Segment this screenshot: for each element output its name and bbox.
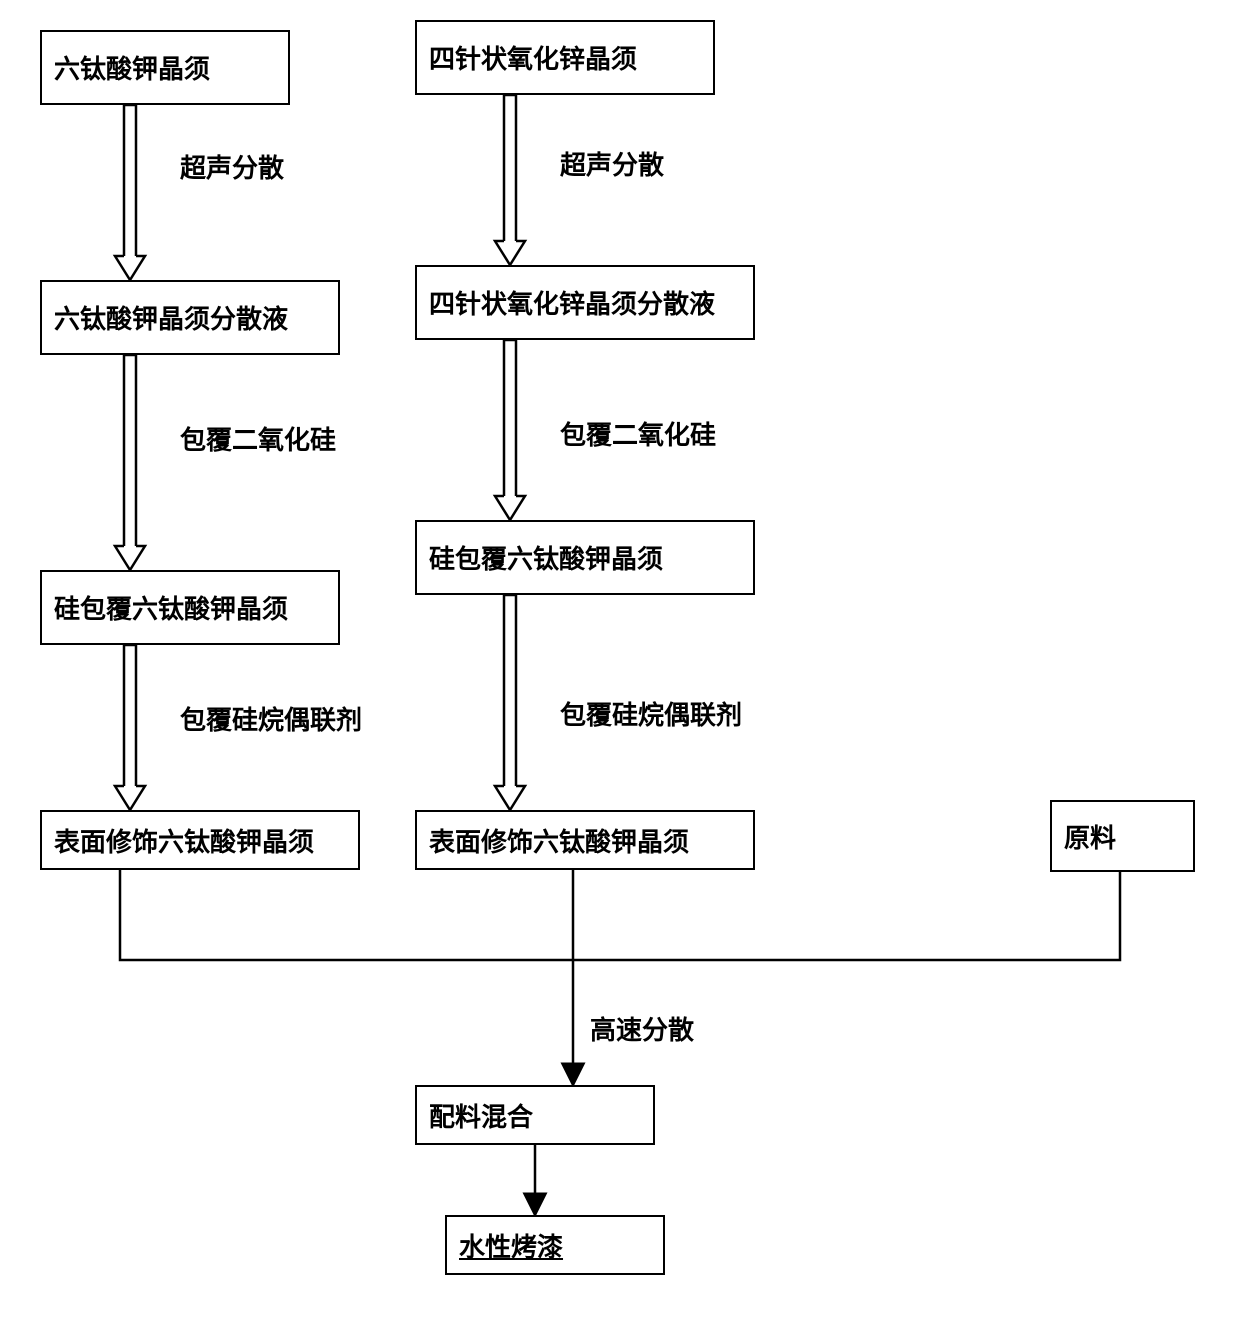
- arrow-al1: [115, 105, 145, 280]
- node-raw: 原料: [1050, 800, 1195, 872]
- arrow-ar3: [495, 595, 525, 810]
- node-label: 表面修饰六钛酸钾晶须: [429, 822, 689, 859]
- step-label-lhs: 高速分散: [590, 1010, 694, 1047]
- node-label: 硅包覆六钛酸钾晶须: [54, 589, 288, 626]
- arrow-al3: [115, 645, 145, 810]
- node-label: 四针状氧化锌晶须分散液: [429, 284, 715, 321]
- step-label-lr2: 包覆二氧化硅: [560, 415, 716, 452]
- node-label: 表面修饰六钛酸钾晶须: [54, 822, 314, 859]
- node-l2: 六钛酸钾晶须分散液: [40, 280, 340, 355]
- arrow-ar1: [495, 95, 525, 265]
- node-out: 水性烤漆: [445, 1215, 665, 1275]
- node-label: 六钛酸钾晶须分散液: [54, 299, 288, 336]
- node-label: 水性烤漆: [459, 1227, 563, 1264]
- node-label: 六钛酸钾晶须: [54, 49, 210, 86]
- node-label: 硅包覆六钛酸钾晶须: [429, 539, 663, 576]
- arrow-merge-right: [573, 872, 1120, 960]
- node-label: 四针状氧化锌晶须: [429, 39, 637, 76]
- node-r2: 四针状氧化锌晶须分散液: [415, 265, 755, 340]
- arrow-al2: [115, 355, 145, 570]
- step-label-lr1: 超声分散: [560, 145, 664, 182]
- step-label-ll2: 包覆二氧化硅: [180, 420, 336, 457]
- node-r4: 表面修饰六钛酸钾晶须: [415, 810, 755, 870]
- node-label: 配料混合: [429, 1097, 533, 1134]
- node-l3: 硅包覆六钛酸钾晶须: [40, 570, 340, 645]
- step-label-lr3: 包覆硅烷偶联剂: [560, 695, 742, 732]
- step-label-ll1: 超声分散: [180, 148, 284, 185]
- node-r1: 四针状氧化锌晶须: [415, 20, 715, 95]
- node-mix: 配料混合: [415, 1085, 655, 1145]
- arrow-merge-left: [120, 870, 573, 960]
- node-label: 原料: [1064, 818, 1116, 855]
- step-label-ll3: 包覆硅烷偶联剂: [180, 700, 362, 737]
- node-l4: 表面修饰六钛酸钾晶须: [40, 810, 360, 870]
- node-l1: 六钛酸钾晶须: [40, 30, 290, 105]
- arrow-ar2: [495, 340, 525, 520]
- node-r3: 硅包覆六钛酸钾晶须: [415, 520, 755, 595]
